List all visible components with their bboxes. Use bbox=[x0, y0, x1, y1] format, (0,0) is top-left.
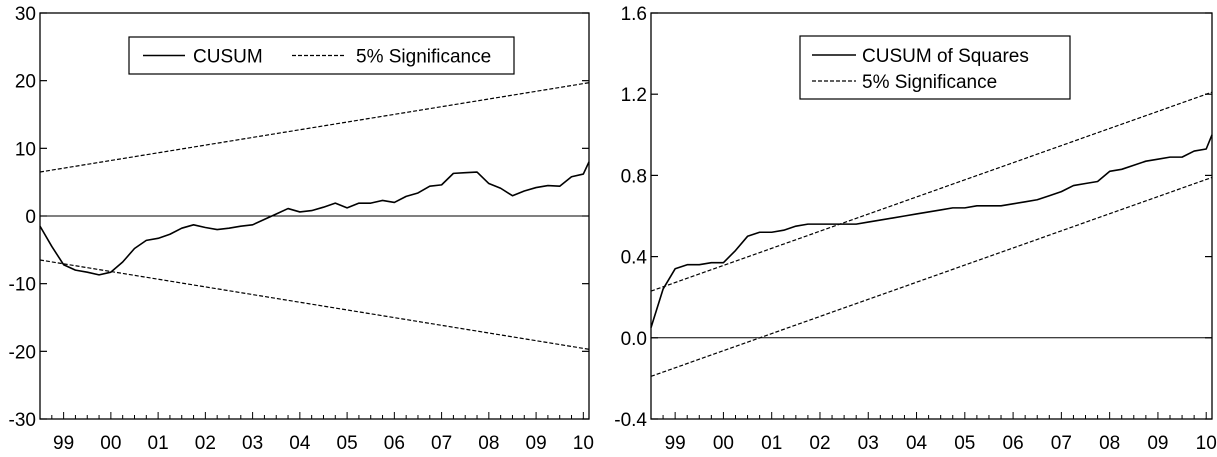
x-tick-label: 02 bbox=[809, 433, 830, 452]
y-tick-label: -0.4 bbox=[614, 410, 647, 431]
legend-box bbox=[128, 36, 515, 75]
y-tick-label: 1.6 bbox=[621, 4, 647, 25]
x-tick-label: 01 bbox=[761, 433, 782, 452]
y-tick-label: 0.0 bbox=[621, 329, 647, 350]
y-tick-label: 20 bbox=[15, 72, 36, 93]
significance-band-line bbox=[650, 91, 1213, 292]
cusum-series-line bbox=[39, 161, 590, 276]
legend: CUSUM of Squares 5% Significance bbox=[799, 35, 1071, 100]
x-tick-label: 04 bbox=[906, 433, 928, 452]
y-tick-label: 0.4 bbox=[621, 248, 648, 269]
significance-band-line bbox=[650, 176, 1213, 377]
legend-box bbox=[799, 35, 1071, 100]
legend-label: 5% Significance bbox=[356, 47, 491, 68]
y-tick-label: 0.8 bbox=[621, 166, 647, 187]
legend-label: CUSUM of Squares bbox=[862, 46, 1029, 67]
x-tick-label: 10 bbox=[1196, 433, 1217, 452]
cusum-series-line bbox=[650, 134, 1213, 328]
x-tick-label: 05 bbox=[337, 433, 358, 452]
x-tick-label: 04 bbox=[289, 433, 311, 452]
significance-band-line bbox=[39, 259, 590, 350]
y-tick-label: -30 bbox=[9, 410, 36, 431]
y-tick-label: -20 bbox=[9, 342, 36, 363]
y-tick-label: -10 bbox=[9, 275, 36, 296]
x-tick-label: 05 bbox=[954, 433, 975, 452]
x-tick-label: 07 bbox=[431, 433, 452, 452]
x-tick-label: 99 bbox=[665, 433, 686, 452]
legend-label: CUSUM bbox=[193, 47, 263, 68]
x-tick-label: 01 bbox=[148, 433, 169, 452]
x-tick-label: 00 bbox=[100, 433, 121, 452]
chart-panel-2: 1.6 1.2 0.8 0.4 0.0 -0.4 99 00 01 02 03 04 05 06 07 08 0… bbox=[614, 4, 1217, 454]
y-tick-label: 30 bbox=[15, 4, 36, 25]
legend-label: 5% Significance bbox=[862, 72, 997, 93]
x-tick-label: 03 bbox=[242, 433, 263, 452]
y-tick-label: 0 bbox=[25, 207, 36, 228]
x-tick-label: 09 bbox=[1147, 433, 1168, 452]
x-tick-label: 08 bbox=[478, 433, 499, 452]
significance-band-line bbox=[39, 82, 590, 173]
x-tick-label: 02 bbox=[195, 433, 216, 452]
y-tick-label: 1.2 bbox=[621, 85, 647, 106]
legend: CUSUM 5% Significance bbox=[128, 36, 515, 75]
y-tick-label: 10 bbox=[15, 139, 36, 160]
x-tick-label: 06 bbox=[384, 433, 405, 452]
x-tick-label: 09 bbox=[526, 433, 547, 452]
x-tick-label: 99 bbox=[53, 433, 74, 452]
x-tick-label: 07 bbox=[1051, 433, 1072, 452]
chart-panel-1: 30 20 10 0 -10 -20 -30 99 00 01 02 03 04 05 06 07 08 09 10… bbox=[9, 4, 594, 454]
x-tick-label: 03 bbox=[858, 433, 879, 452]
x-tick-label: 08 bbox=[1099, 433, 1120, 452]
x-tick-label: 00 bbox=[713, 433, 734, 452]
x-tick-label: 06 bbox=[1003, 433, 1024, 452]
x-tick-label: 10 bbox=[573, 433, 594, 452]
